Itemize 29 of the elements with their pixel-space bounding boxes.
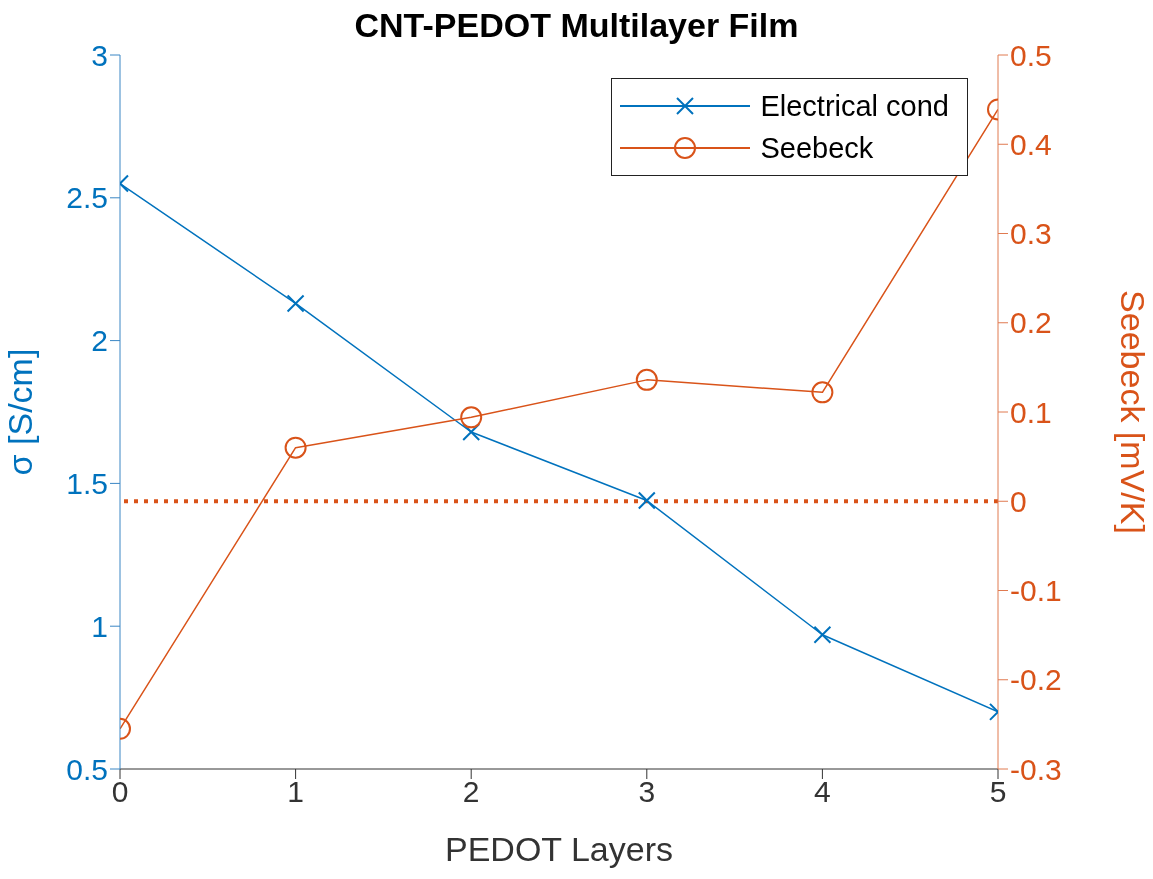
y-tick-label: 2.5: [66, 181, 108, 215]
y-tick-label: 3: [91, 38, 108, 72]
y-axis-title: σ [S/cm]: [1, 348, 40, 476]
y2-tick-label: 0.3: [1010, 217, 1052, 251]
legend-label: Electrical cond: [760, 89, 949, 123]
x-axis-title: PEDOT Layers: [444, 830, 674, 868]
x-tick-label: 3: [638, 775, 656, 809]
y2-tick-label: -0.3: [1010, 752, 1062, 786]
chart-title: CNT-PEDOT Multilayer Film: [354, 6, 799, 44]
y-tick-label: 2: [91, 324, 108, 358]
point: [462, 422, 481, 441]
y2-tick-label: 0: [1010, 484, 1027, 518]
y2-tick-label: 0.4: [1010, 127, 1052, 161]
y2-tick-label: 0.2: [1010, 306, 1052, 340]
x-tick-label: 0: [111, 775, 129, 809]
y-tick-label: 0.5: [66, 752, 108, 786]
x-tick-label: 2: [462, 775, 480, 809]
point: [637, 491, 656, 510]
y-tick-label: 1.5: [66, 467, 108, 501]
y2-tick-label: -0.2: [1010, 663, 1062, 697]
y2-tick-label: 0.1: [1010, 395, 1052, 429]
y2-axis-title: Seebeck [mV/K]: [1113, 290, 1152, 534]
legend-label: Seebeck: [760, 131, 874, 165]
y2-tick-label: -0.1: [1010, 574, 1062, 608]
y2-tick-label: 0.5: [1010, 38, 1052, 72]
x-tick-label: 1: [287, 775, 304, 809]
x-tick-label: 4: [814, 775, 831, 809]
y-tick-label: 1: [91, 609, 108, 643]
x-tick-label: 5: [989, 775, 1007, 809]
